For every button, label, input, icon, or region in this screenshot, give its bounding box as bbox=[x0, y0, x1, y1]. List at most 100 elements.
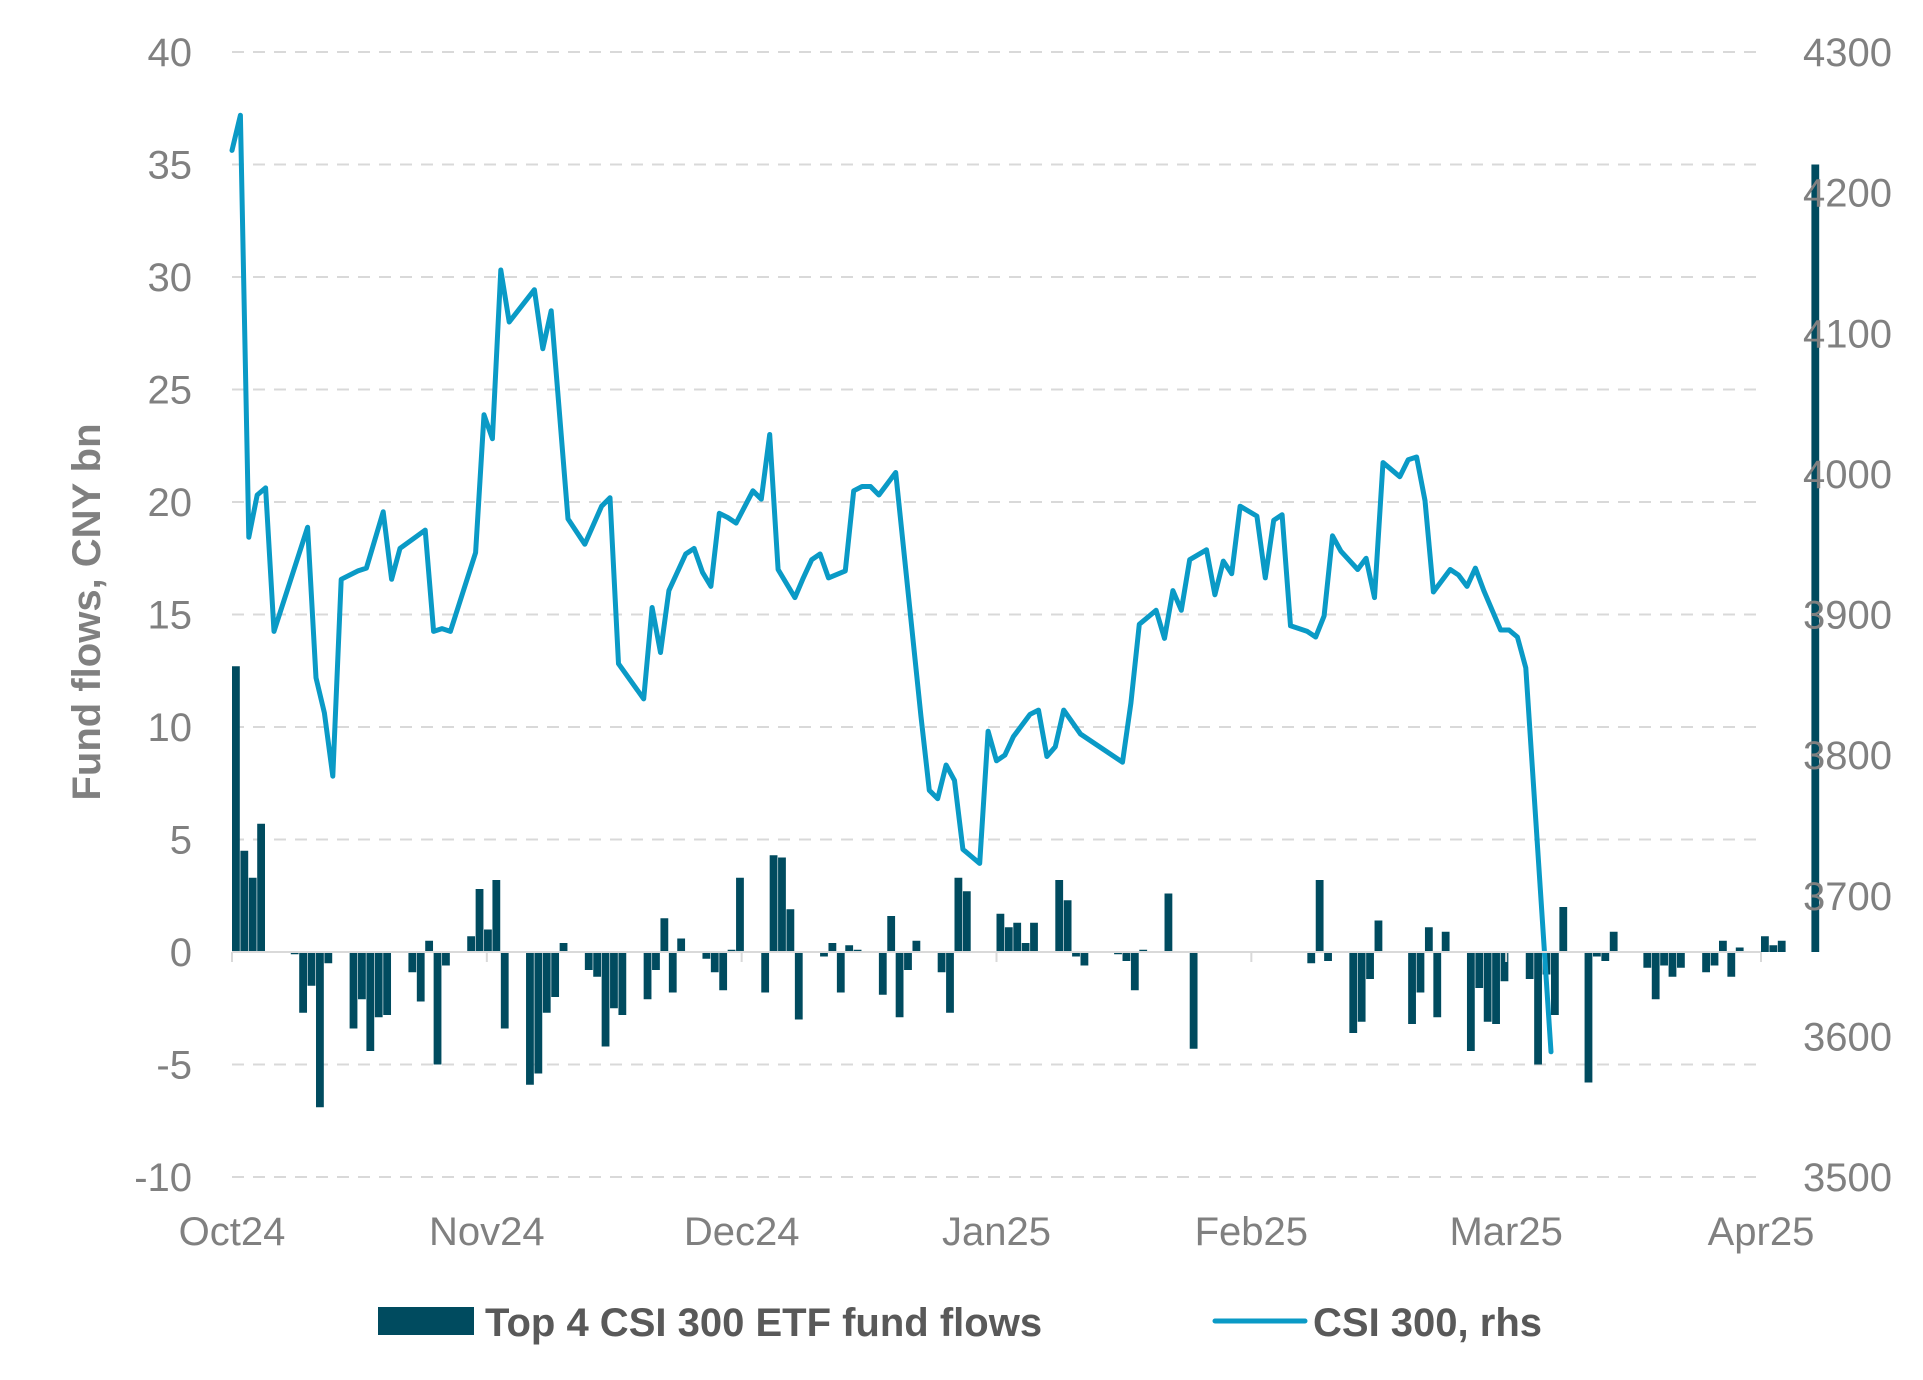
bar bbox=[828, 943, 837, 952]
bar bbox=[719, 952, 728, 991]
bar bbox=[307, 952, 316, 986]
bar bbox=[248, 877, 257, 952]
y-tick-label: 0 bbox=[170, 931, 192, 975]
bar bbox=[383, 952, 392, 1015]
bar bbox=[358, 952, 366, 1000]
x-tick-label: Jan25 bbox=[942, 1210, 1051, 1254]
bar bbox=[794, 952, 803, 1020]
bar bbox=[610, 952, 618, 1009]
x-tick-label: Oct24 bbox=[179, 1210, 286, 1254]
bar bbox=[1013, 922, 1022, 952]
y-tick-label: -5 bbox=[156, 1044, 192, 1088]
x-tick-label: Feb25 bbox=[1195, 1210, 1308, 1254]
bar bbox=[778, 857, 786, 952]
bar bbox=[484, 929, 492, 952]
legend-label-bars: Top 4 CSI 300 ETF fund flows bbox=[485, 1301, 1042, 1345]
bar bbox=[1483, 952, 1492, 1022]
bar bbox=[618, 952, 627, 1015]
legend: Top 4 CSI 300 ETF fund flows CSI 300, rh… bbox=[378, 1301, 1542, 1345]
bar bbox=[1466, 952, 1475, 1051]
bar bbox=[727, 949, 736, 952]
bar bbox=[1769, 945, 1778, 952]
y2-tick-label: 3900 bbox=[1803, 594, 1892, 638]
bar bbox=[820, 952, 828, 957]
y2-tick-label: 4200 bbox=[1803, 172, 1892, 216]
bar bbox=[1735, 947, 1744, 952]
right-axis-ticks: 4300 4200 4100 4000 3900 3800 3700 3600 3500 bbox=[1803, 31, 1892, 1200]
x-axis-ticks: Oct24 Nov24 Dec24 Jan25 Feb25 Mar25 Apr25 bbox=[179, 1210, 1815, 1254]
bar bbox=[660, 918, 669, 952]
bar bbox=[887, 916, 896, 952]
y-tick-label: 5 bbox=[170, 819, 192, 863]
bar bbox=[374, 952, 383, 1018]
bar bbox=[904, 952, 912, 970]
y-tick-label: 35 bbox=[148, 144, 193, 188]
x-tick-label: Dec24 bbox=[684, 1210, 800, 1254]
bar bbox=[853, 949, 862, 952]
legend-swatch-bars bbox=[378, 1307, 474, 1335]
bar bbox=[1139, 949, 1148, 952]
bar bbox=[1492, 952, 1500, 1024]
bar bbox=[584, 952, 593, 970]
y-tick-label: 25 bbox=[148, 369, 193, 413]
bar bbox=[240, 850, 249, 952]
axes bbox=[231, 951, 1762, 962]
y-axis-label: Fund flows, CNY bn bbox=[65, 423, 109, 800]
bar bbox=[408, 952, 417, 973]
bar bbox=[895, 952, 904, 1018]
x-tick-label: Apr25 bbox=[1708, 1210, 1815, 1254]
csi300-line bbox=[229, 112, 1554, 1055]
bar-series-fund-flows bbox=[232, 164, 1820, 1108]
bar bbox=[1408, 952, 1416, 1024]
bar bbox=[1315, 880, 1324, 952]
bar bbox=[912, 940, 921, 952]
bar bbox=[542, 952, 551, 1013]
y2-tick-label: 3700 bbox=[1803, 875, 1892, 919]
y2-tick-label: 3500 bbox=[1803, 1156, 1892, 1200]
bar bbox=[1366, 952, 1374, 979]
bar bbox=[1609, 931, 1618, 952]
bar bbox=[1324, 952, 1332, 961]
bar bbox=[425, 940, 434, 952]
line-series-csi300 bbox=[229, 112, 1554, 1055]
x-tick-label: Nov24 bbox=[429, 1210, 545, 1254]
bar bbox=[1080, 952, 1089, 966]
bar bbox=[761, 952, 770, 993]
y-tick-label: -10 bbox=[134, 1156, 192, 1200]
bar bbox=[1550, 952, 1559, 1015]
bar bbox=[442, 952, 450, 966]
bar bbox=[349, 952, 358, 1029]
y-tick-label: 40 bbox=[148, 31, 193, 75]
bar bbox=[1534, 952, 1542, 1065]
bar bbox=[433, 952, 442, 1065]
y-tick-label: 30 bbox=[148, 256, 193, 300]
bar bbox=[1718, 940, 1727, 952]
bar bbox=[1021, 943, 1030, 952]
bar bbox=[769, 855, 778, 952]
y-tick-label: 20 bbox=[148, 481, 193, 525]
bar bbox=[946, 952, 954, 1013]
bar bbox=[1811, 164, 1820, 952]
legend-label-line: CSI 300, rhs bbox=[1313, 1301, 1542, 1345]
bar bbox=[710, 952, 719, 973]
bar bbox=[702, 952, 711, 959]
bar bbox=[1349, 952, 1358, 1033]
bar bbox=[652, 952, 660, 970]
bar bbox=[1668, 952, 1677, 977]
y2-tick-label: 4100 bbox=[1803, 312, 1892, 356]
bar bbox=[559, 943, 568, 952]
bar bbox=[996, 913, 1005, 952]
bar bbox=[878, 952, 887, 995]
bar bbox=[1592, 952, 1601, 957]
bar bbox=[1525, 952, 1534, 979]
gridlines bbox=[232, 51, 1761, 1178]
bar bbox=[1164, 893, 1173, 952]
bar bbox=[492, 880, 501, 952]
bar bbox=[1374, 920, 1383, 952]
bar bbox=[1307, 952, 1316, 964]
left-axis-ticks: 40 35 30 25 20 15 10 5 0 -5 -10 bbox=[134, 31, 192, 1200]
bar bbox=[601, 952, 610, 1047]
bar bbox=[736, 877, 744, 952]
bar bbox=[1676, 952, 1685, 968]
